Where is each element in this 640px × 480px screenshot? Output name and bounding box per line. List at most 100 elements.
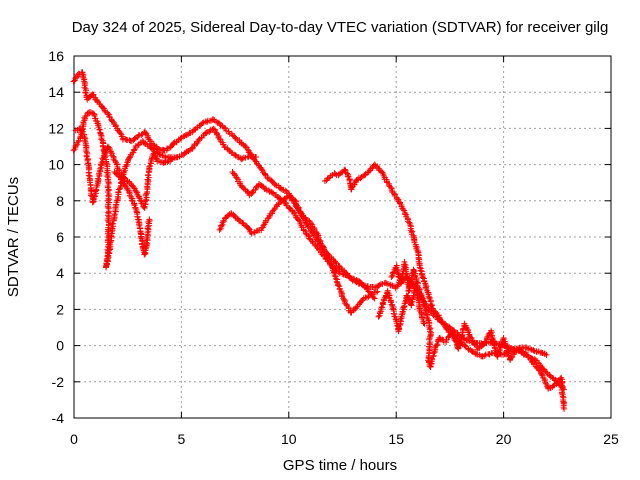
data-point [137, 197, 144, 204]
data-point [87, 109, 94, 116]
series-track-d [111, 169, 153, 258]
data-point [399, 311, 405, 318]
data-point [374, 288, 381, 295]
data-point [112, 157, 119, 164]
data-point [239, 155, 246, 162]
data-point [363, 285, 370, 292]
data-point [332, 259, 339, 266]
data-point [481, 352, 488, 359]
data-point [146, 136, 153, 143]
data-point [221, 124, 228, 131]
data-point [538, 371, 545, 378]
data-point [216, 226, 223, 233]
data-point [344, 272, 351, 279]
y-tick-label: 12 [48, 120, 64, 136]
data-point [375, 313, 382, 320]
x-axis: 0 5 10 15 20 25 [70, 56, 619, 447]
y-tick-label: 4 [56, 265, 64, 281]
data-point [376, 282, 383, 288]
x-tick-label: 25 [603, 431, 619, 447]
data-point [103, 160, 110, 167]
y-tick-label: 0 [56, 338, 64, 354]
data-point [156, 151, 163, 158]
y-tick-label: 8 [56, 193, 64, 209]
data-point [339, 270, 346, 277]
series-track-c [72, 125, 176, 211]
data-point [105, 111, 112, 117]
data-point [203, 130, 210, 136]
data-point [305, 232, 312, 239]
data-point [419, 274, 426, 281]
data-point [388, 184, 395, 191]
data-point [98, 160, 105, 166]
data-point [242, 143, 249, 150]
y-tick-label: -4 [52, 410, 65, 426]
x-tick-label: 20 [496, 431, 512, 447]
data-point [409, 295, 416, 302]
data-point [258, 166, 265, 173]
data-point [109, 220, 116, 227]
data-point [133, 188, 140, 195]
data-point [306, 235, 313, 242]
series-track-e [216, 191, 381, 316]
data-point [117, 130, 124, 137]
data-point [401, 261, 408, 268]
data-point [397, 315, 404, 322]
data-point [233, 175, 240, 181]
data-point [408, 299, 415, 306]
data-point [496, 346, 503, 353]
data-point [379, 169, 386, 176]
data-point [433, 342, 440, 349]
data-point [390, 269, 397, 276]
series-track-a [70, 69, 567, 393]
data-point [112, 204, 119, 211]
series-track-i [375, 281, 428, 335]
data-point [561, 405, 568, 412]
data-point [334, 279, 341, 286]
data-point [417, 267, 424, 274]
grid [74, 56, 611, 418]
data-point [81, 78, 87, 85]
data-point [353, 277, 360, 283]
data-point [146, 164, 153, 170]
x-tick-label: 15 [388, 431, 404, 447]
data-point [262, 171, 269, 178]
data-point [527, 346, 534, 353]
data-point [85, 172, 92, 179]
y-tick-label: 6 [56, 229, 64, 245]
data-point [168, 156, 175, 163]
data-point [105, 144, 112, 151]
x-axis-label: GPS time / hours [283, 457, 397, 474]
data-point [111, 212, 118, 219]
y-tick-label: 10 [48, 157, 64, 173]
x-tick-label: 0 [70, 431, 78, 447]
data-point [353, 304, 360, 310]
data-point [104, 173, 111, 180]
data-point [169, 155, 176, 162]
data-point [326, 259, 333, 266]
data-point [95, 176, 102, 183]
data-point [414, 294, 421, 301]
data-point [246, 225, 252, 232]
data-point [467, 334, 474, 341]
data-point [542, 380, 549, 387]
data-point [416, 264, 423, 271]
data-point [332, 275, 339, 282]
data-point [512, 349, 518, 356]
data-point [320, 251, 326, 258]
data-point [124, 159, 131, 166]
data-point [296, 217, 303, 224]
data-point [413, 290, 420, 297]
data-point [440, 320, 446, 327]
data-point [218, 222, 225, 229]
data-point [145, 219, 152, 225]
data-point [413, 278, 420, 285]
data-point [421, 320, 428, 327]
data-point [344, 170, 351, 177]
y-axis: -4 -2 0 2 4 6 8 10 12 14 16 [48, 48, 611, 426]
y-tick-label: 14 [48, 84, 64, 100]
data-point [347, 274, 354, 281]
data-point [519, 348, 526, 355]
data-point [541, 377, 548, 384]
data-point [377, 309, 383, 316]
